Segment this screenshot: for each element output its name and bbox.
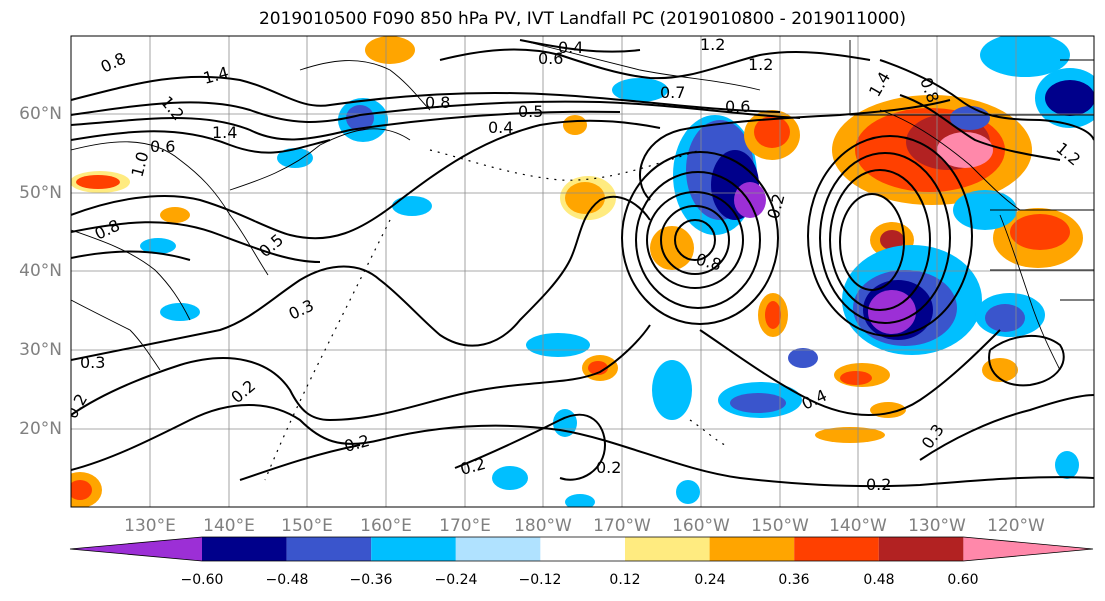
lon-label-150e: 150°E: [281, 516, 333, 536]
colorbar-tick-label: −0.24: [434, 572, 478, 588]
pv-contours: [71, 39, 1094, 488]
contour-label: 1.0: [128, 150, 153, 180]
contour-label: 0.2: [458, 454, 488, 479]
colorbar-segment: [709, 537, 795, 561]
contour-label: 1.2: [700, 35, 725, 54]
contour-label: 0.3: [80, 353, 105, 372]
colorbar-outline: [69, 536, 1094, 562]
colorbar-segment: [625, 537, 710, 561]
lon-label-150w: 150°W: [751, 516, 809, 536]
contour-label: 0.2: [596, 458, 621, 477]
contour-label: 1.2: [1052, 139, 1084, 170]
colorbar-tick-label: 0.12: [609, 572, 641, 588]
colorbar-segment: [371, 537, 456, 561]
contour-label: 0.7: [660, 83, 685, 102]
colorbar-tick-label: 0.24: [694, 572, 726, 588]
contour-label: 0.6: [725, 97, 750, 116]
colorbar-tick-label: 0.36: [778, 572, 810, 588]
colorbar-tick-label: −0.12: [518, 572, 562, 588]
contour-label: 0.3: [286, 296, 317, 324]
lon-label-160e: 160°E: [360, 516, 412, 536]
contour-label: 0.2: [62, 390, 91, 422]
lon-label-140w: 140°W: [829, 516, 887, 536]
contour-label: 1.4: [201, 63, 231, 88]
colorbar-segment: [202, 537, 287, 561]
graticule: [71, 36, 1094, 507]
shading-layer: [71, 36, 1094, 507]
lon-label-170w: 170°W: [593, 516, 651, 536]
contour-label: 0.5: [518, 102, 543, 121]
colorbar-segment: [794, 537, 879, 561]
contour-label: 1.2: [748, 55, 773, 74]
colorbar-segment: [286, 537, 372, 561]
contour-label: 0.8: [98, 49, 129, 77]
map-frame: [70, 35, 1095, 508]
map-title: 2019010500 F090 850 hPa PV, IVT Landfall…: [258, 9, 906, 29]
lat-label-20n: 20°N: [19, 419, 62, 439]
contour-label: 0.6: [150, 137, 175, 156]
contour-label: 0.2: [866, 475, 891, 494]
contour-label: 0.4: [488, 118, 513, 137]
coastlines: [71, 39, 1094, 371]
colorbar: [69, 536, 1094, 562]
colorbar-segment: [455, 537, 541, 561]
colorbar-tick-label: −0.60: [180, 572, 224, 588]
lon-label-170e: 170°E: [439, 516, 491, 536]
contour-label: 0.2: [227, 376, 259, 407]
lon-label-130w: 130°W: [908, 516, 966, 536]
lon-label-140e: 140°E: [203, 516, 255, 536]
lon-label-130e: 130°E: [124, 516, 176, 536]
contour-label: 0.8: [425, 93, 450, 112]
contour-label: 0.4: [799, 386, 830, 414]
contour-label: 1.4: [865, 68, 894, 100]
lat-label-60n: 60°N: [19, 104, 62, 124]
colorbar-tick-label: −0.36: [349, 572, 393, 588]
contour-label: 0.6: [538, 49, 563, 68]
colorbar-segment: [878, 537, 964, 561]
contour-label: 1.4: [212, 123, 237, 142]
contour-label: 0.2: [342, 431, 372, 456]
contour-label: 0.3: [918, 421, 948, 453]
lon-label-160w: 160°W: [672, 516, 730, 536]
colorbar-segment: [70, 537, 202, 561]
colorbar-segment: [540, 537, 625, 561]
lat-label-50n: 50°N: [19, 183, 62, 203]
colorbar-tick-label: 0.60: [947, 572, 979, 588]
colorbar-segment: [963, 537, 1093, 561]
lon-label-180w: 180°W: [514, 516, 572, 536]
lon-label-120w: 120°W: [987, 516, 1045, 536]
lat-label-40n: 40°N: [19, 261, 62, 281]
island-chains: [264, 149, 726, 481]
colorbar-tick-label: 0.48: [863, 572, 895, 588]
contour-label: 0.4: [558, 38, 583, 57]
lat-label-30n: 30°N: [19, 340, 62, 360]
colorbar-tick-label: −0.48: [265, 572, 309, 588]
